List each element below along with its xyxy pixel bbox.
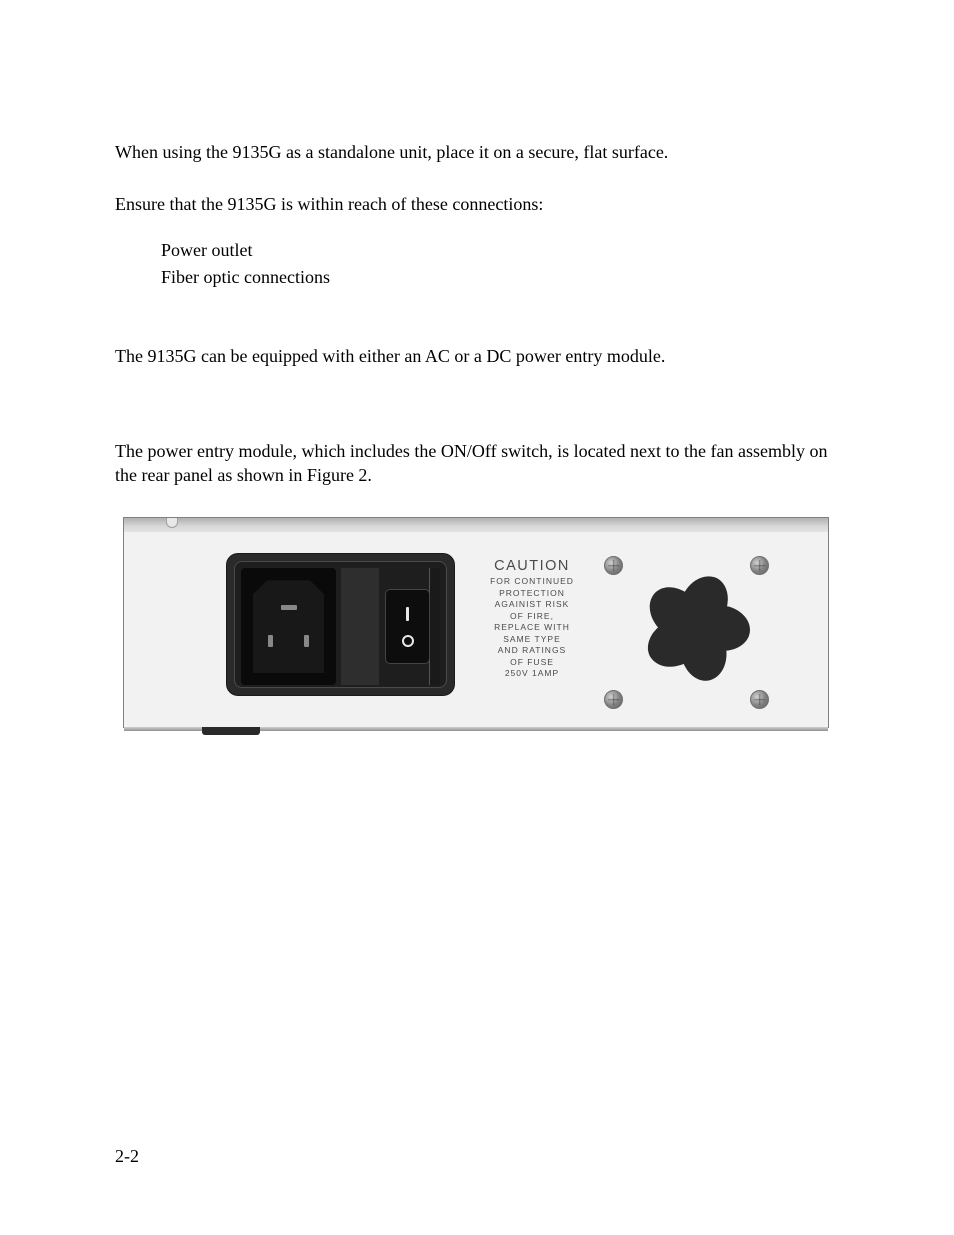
caution-line: AND RATINGS	[476, 645, 588, 656]
screw-icon	[604, 690, 623, 709]
panel-notch	[166, 518, 178, 528]
list-item: Power outlet	[161, 237, 839, 265]
caution-line: OF FIRE,	[476, 611, 588, 622]
figure-2-rear-panel: CAUTION FOR CONTINUED PROTECTION AGAINIS…	[123, 517, 829, 728]
ground-prong	[281, 605, 297, 610]
fan-assembly	[622, 554, 770, 702]
panel-tab	[202, 727, 260, 735]
caution-line: PROTECTION	[476, 588, 588, 599]
fuse-label-area	[341, 568, 379, 685]
screw-icon	[750, 690, 769, 709]
panel-body: CAUTION FOR CONTINUED PROTECTION AGAINIS…	[124, 532, 828, 727]
paragraph-power-module: The 9135G can be equipped with either an…	[115, 344, 839, 368]
iec-power-socket	[241, 568, 336, 685]
on-off-switch	[385, 589, 430, 664]
caution-line: OF FUSE	[476, 657, 588, 668]
paragraph-connections: Ensure that the 9135G is within reach of…	[115, 192, 839, 216]
switch-on-mark	[406, 607, 409, 621]
caution-line: REPLACE WITH	[476, 622, 588, 633]
screw-icon	[604, 556, 623, 575]
caution-line: 250V 1AMP	[476, 668, 588, 679]
page-number: 2-2	[115, 1146, 139, 1167]
fan-hub	[679, 611, 713, 645]
list-item: Fiber optic connections	[161, 264, 839, 292]
iec-socket-inner	[253, 580, 324, 673]
power-module-inner	[234, 561, 447, 688]
power-entry-module	[226, 553, 455, 696]
caution-line: AGAINIST RISK	[476, 599, 588, 610]
connections-list: Power outlet Fiber optic connections	[161, 237, 839, 293]
switch-off-mark	[402, 635, 414, 647]
caution-line: SAME TYPE	[476, 634, 588, 645]
line-prong	[268, 635, 273, 647]
caution-line: FOR CONTINUED	[476, 576, 588, 587]
fuse-holder	[429, 568, 440, 685]
paragraph-power-entry: The power entry module, which includes t…	[115, 439, 839, 488]
neutral-prong	[304, 635, 309, 647]
caution-label: CAUTION FOR CONTINUED PROTECTION AGAINIS…	[476, 558, 588, 679]
caution-body: FOR CONTINUED PROTECTION AGAINIST RISK O…	[476, 576, 588, 679]
caution-title: CAUTION	[476, 558, 588, 574]
paragraph-standalone: When using the 9135G as a standalone uni…	[115, 140, 839, 164]
